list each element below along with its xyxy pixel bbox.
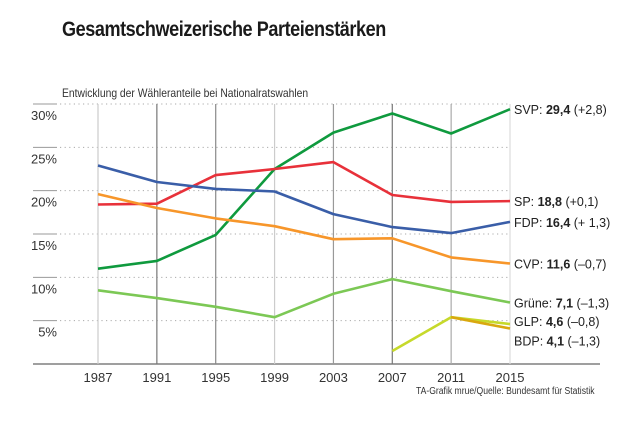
end-label-sp: SP: 18,8 (+0,1) xyxy=(514,195,598,209)
x-tick-label: 2011 xyxy=(437,370,465,385)
y-tick-label: 5% xyxy=(38,325,57,340)
x-tick-label: 2007 xyxy=(378,370,407,385)
x-tick-label: 1995 xyxy=(201,370,230,385)
y-tick-label: 10% xyxy=(31,281,57,296)
end-label-glp: GLP: 4,6 (–0,8) xyxy=(514,315,599,329)
x-tick-label: 1999 xyxy=(260,370,289,385)
y-tick-label: 15% xyxy=(31,238,57,253)
source-note: TA-Grafik mrue/Quelle: Bundesamt für Sta… xyxy=(416,386,595,397)
y-axis: 5% 10% 15% 20% 25% 30% xyxy=(31,108,57,340)
y-tick-label: 25% xyxy=(31,151,57,166)
series-line-bdp xyxy=(450,315,511,330)
end-label-fdp: FDP: 16,4 (+ 1,3) xyxy=(514,216,610,230)
chart-title: Gesamtschweizerische Parteienstärken xyxy=(62,18,386,41)
series-line-gruene xyxy=(97,277,511,319)
x-tick-label: 1991 xyxy=(142,370,171,385)
series-line-fdp xyxy=(97,164,511,235)
series-lines xyxy=(97,107,511,353)
y-tick-label: 20% xyxy=(31,195,57,210)
series-line-sp xyxy=(97,160,511,206)
x-tick-label: 2015 xyxy=(496,370,525,385)
series-line-svp xyxy=(97,107,511,270)
end-labels: SVP: 29,4 (+2,8) SP: 18,8 (+0,1) FDP: 16,4… xyxy=(514,103,610,348)
x-tick-label: 2003 xyxy=(319,370,348,385)
y-tick-label: 30% xyxy=(31,108,57,123)
series-line-cvp xyxy=(97,192,511,265)
chart-subtitle: Entwicklung der Wähleranteile bei Nation… xyxy=(62,86,309,100)
gridlines xyxy=(33,103,600,365)
end-label-gruene: Grüne: 7,1 (–1,3) xyxy=(514,296,609,310)
end-label-cvp: CVP: 11,6 (–0,7) xyxy=(514,257,606,271)
x-axis: 1987 1991 1995 1999 2003 2007 2011 2015 xyxy=(84,370,525,385)
x-tick-label: 1987 xyxy=(84,370,113,385)
end-label-svp: SVP: 29,4 (+2,8) xyxy=(514,103,607,117)
end-label-bdp: BDP: 4,1 (–1,3) xyxy=(514,334,600,348)
